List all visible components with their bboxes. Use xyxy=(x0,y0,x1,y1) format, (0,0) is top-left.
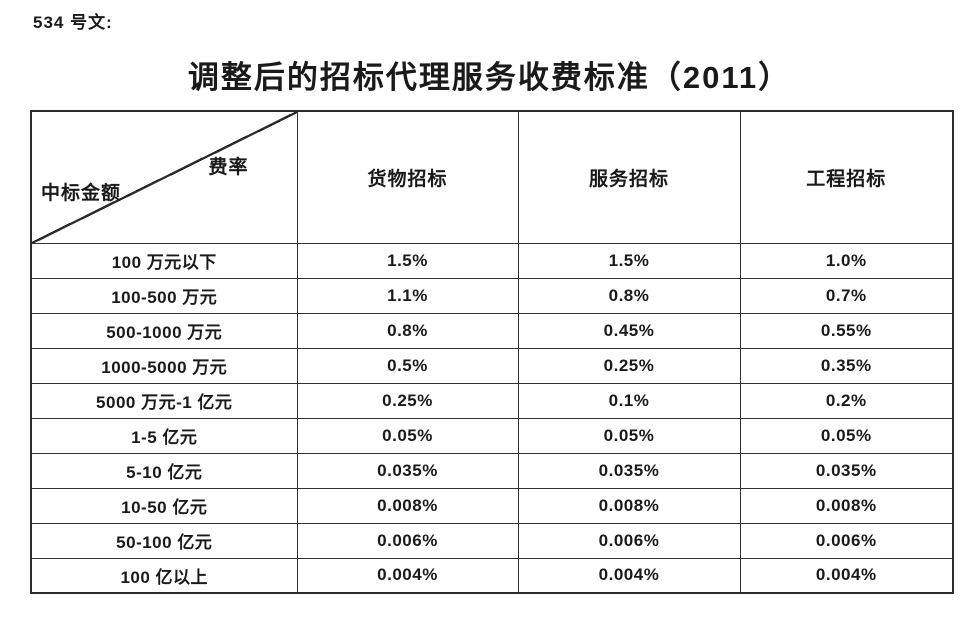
rate-cell: 0.5% xyxy=(296,347,519,384)
rate-cell: 1.0% xyxy=(739,242,954,279)
column-header-services: 服务招标 xyxy=(517,110,741,244)
rate-cell: 0.008% xyxy=(296,487,519,524)
rate-cell: 0.008% xyxy=(517,487,741,524)
fee-rate-table: 费率 中标金额 货物招标 服务招标 工程招标 100 万元以下 1.5% 1.5… xyxy=(30,110,954,594)
table-row: 10-50 亿元 0.008% 0.008% 0.008% xyxy=(30,487,954,524)
amount-range-cell: 1-5 亿元 xyxy=(30,417,298,454)
rate-cell: 0.006% xyxy=(296,522,519,559)
amount-range-cell: 500-1000 万元 xyxy=(30,312,298,349)
table-row: 100-500 万元 1.1% 0.8% 0.7% xyxy=(30,277,954,314)
page-title: 调整后的招标代理服务收费标准（2011） xyxy=(187,60,792,95)
corner-header-cell: 费率 中标金额 xyxy=(30,110,298,244)
rate-cell: 0.006% xyxy=(517,522,741,559)
rate-cell: 1.1% xyxy=(296,277,519,314)
rate-cell: 0.05% xyxy=(517,417,741,454)
rate-cell: 0.35% xyxy=(739,347,954,384)
table-row: 1000-5000 万元 0.5% 0.25% 0.35% xyxy=(30,347,954,384)
rate-cell: 0.8% xyxy=(296,312,519,349)
column-header-goods: 货物招标 xyxy=(296,110,519,244)
amount-range-cell: 50-100 亿元 xyxy=(30,522,298,559)
amount-range-cell: 100-500 万元 xyxy=(30,277,298,314)
amount-range-cell: 1000-5000 万元 xyxy=(30,347,298,384)
rate-cell: 0.55% xyxy=(739,312,954,349)
column-header-engineering: 工程招标 xyxy=(739,110,954,244)
amount-range-cell: 5000 万元-1 亿元 xyxy=(30,382,298,419)
table-body: 100 万元以下 1.5% 1.5% 1.0% 100-500 万元 1.1% … xyxy=(30,242,954,594)
rate-cell: 0.1% xyxy=(517,382,741,419)
rate-cell: 0.035% xyxy=(296,452,519,489)
table-row: 50-100 亿元 0.006% 0.006% 0.006% xyxy=(30,522,954,559)
rate-cell: 0.035% xyxy=(739,452,954,489)
table-row: 5000 万元-1 亿元 0.25% 0.1% 0.2% xyxy=(30,382,954,419)
table-row: 5-10 亿元 0.035% 0.035% 0.035% xyxy=(30,452,954,489)
amount-range-cell: 100 万元以下 xyxy=(30,242,298,279)
rate-cell: 0.05% xyxy=(739,417,954,454)
amount-range-cell: 5-10 亿元 xyxy=(30,452,298,489)
rate-cell: 0.004% xyxy=(296,557,519,594)
table-row: 500-1000 万元 0.8% 0.45% 0.55% xyxy=(30,312,954,349)
rate-cell: 1.5% xyxy=(296,242,519,279)
rate-cell: 0.05% xyxy=(296,417,519,454)
rate-cell: 0.006% xyxy=(739,522,954,559)
rate-cell: 0.004% xyxy=(739,557,954,594)
table-row: 100 万元以下 1.5% 1.5% 1.0% xyxy=(30,242,954,279)
table-header: 费率 中标金额 货物招标 服务招标 工程招标 xyxy=(30,110,954,244)
rate-cell: 0.7% xyxy=(739,277,954,314)
amount-range-cell: 10-50 亿元 xyxy=(30,487,298,524)
doc-number: 534 号文: xyxy=(33,13,113,32)
table-row: 100 亿以上 0.004% 0.004% 0.004% xyxy=(30,557,954,594)
rate-cell: 0.2% xyxy=(739,382,954,419)
corner-label-amount: 中标金额 xyxy=(41,182,122,204)
rate-cell: 0.8% xyxy=(517,277,741,314)
corner-label-rate: 费率 xyxy=(208,157,249,178)
rate-cell: 1.5% xyxy=(517,242,741,279)
rate-cell: 0.008% xyxy=(739,487,954,524)
rate-cell: 0.25% xyxy=(296,382,519,419)
header-row: 费率 中标金额 货物招标 服务招标 工程招标 xyxy=(30,110,954,244)
rate-cell: 0.004% xyxy=(517,557,741,594)
rate-cell: 0.45% xyxy=(517,312,741,349)
table-row: 1-5 亿元 0.05% 0.05% 0.05% xyxy=(30,417,954,454)
rate-cell: 0.25% xyxy=(517,347,741,384)
amount-range-cell: 100 亿以上 xyxy=(30,557,298,594)
rate-cell: 0.035% xyxy=(517,452,741,489)
